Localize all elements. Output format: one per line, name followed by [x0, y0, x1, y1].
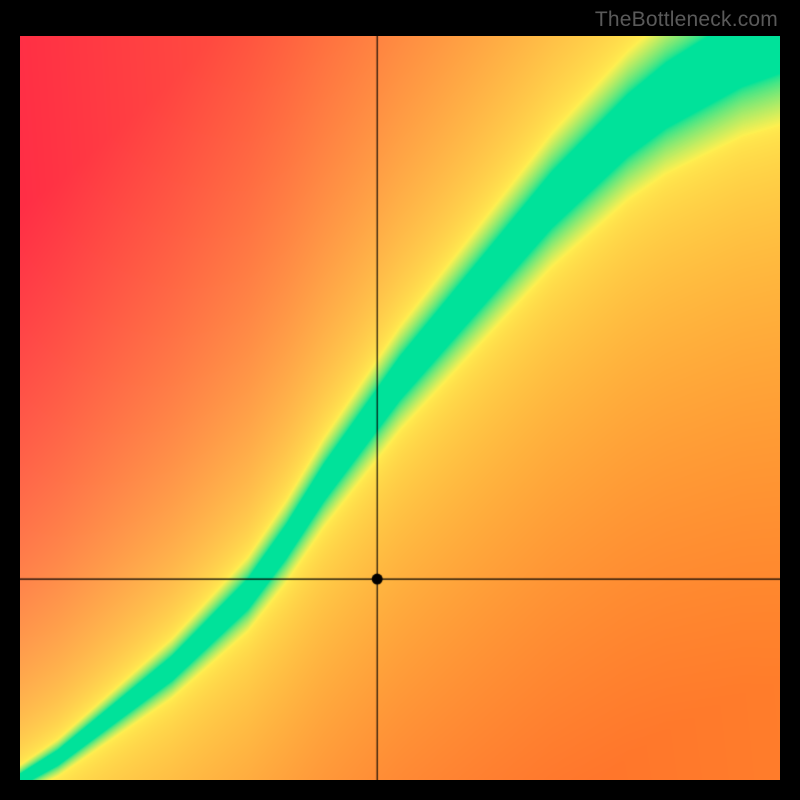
root-container: { "watermark": "TheBottleneck.com", "cha…	[0, 0, 800, 800]
bottleneck-heatmap	[20, 36, 780, 780]
watermark-text: TheBottleneck.com	[595, 8, 778, 32]
